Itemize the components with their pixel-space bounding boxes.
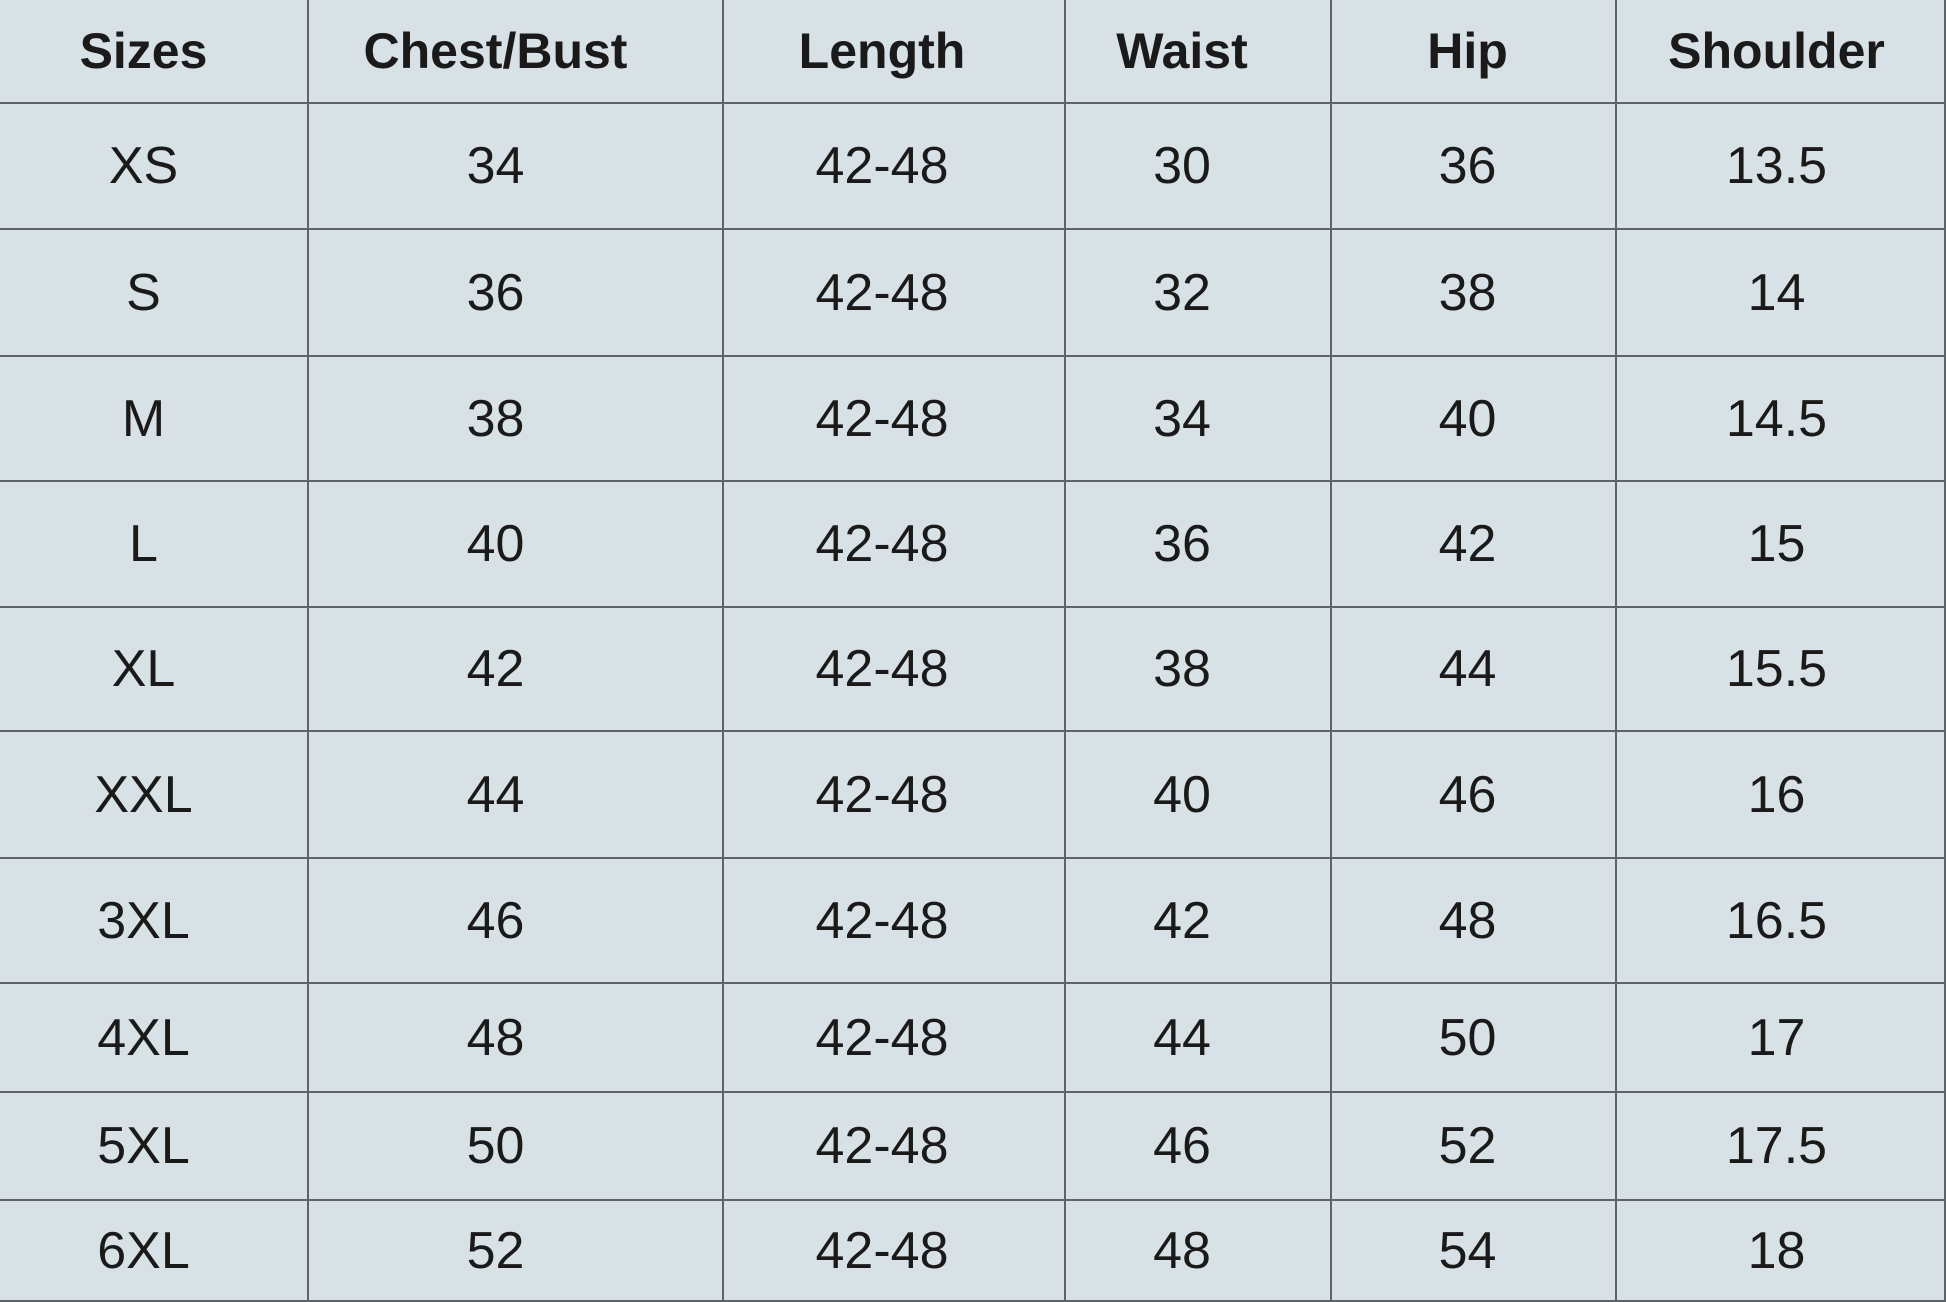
measure-cell: 13.5 <box>1617 104 1946 230</box>
measure-cell: 48 <box>1332 859 1617 984</box>
measure-cell: 42 <box>309 608 724 732</box>
measure-cell: 34 <box>1066 357 1332 482</box>
measure-cell: 34 <box>309 104 724 230</box>
measure-cell: 46 <box>1066 1093 1332 1201</box>
measure-cell: 44 <box>1332 608 1617 732</box>
size-cell: XS <box>0 104 309 230</box>
measure-cell: 44 <box>309 732 724 859</box>
size-cell: 4XL <box>0 984 309 1093</box>
measure-cell: 54 <box>1332 1201 1617 1302</box>
measure-cell: 42-48 <box>724 357 1066 482</box>
measure-cell: 42-48 <box>724 608 1066 732</box>
size-cell: S <box>0 230 309 357</box>
measure-cell: 52 <box>309 1201 724 1302</box>
measure-cell: 42 <box>1332 482 1617 608</box>
measure-cell: 48 <box>1066 1201 1332 1302</box>
measure-cell: 42-48 <box>724 984 1066 1093</box>
measure-cell: 48 <box>309 984 724 1093</box>
measure-cell: 40 <box>309 482 724 608</box>
measure-cell: 30 <box>1066 104 1332 230</box>
size-cell: XXL <box>0 732 309 859</box>
measure-cell: 50 <box>309 1093 724 1201</box>
measure-cell: 36 <box>1332 104 1617 230</box>
size-cell: 5XL <box>0 1093 309 1201</box>
header-cell: Hip <box>1332 0 1617 104</box>
header-cell: Length <box>724 0 1066 104</box>
measure-cell: 50 <box>1332 984 1617 1093</box>
measure-cell: 17.5 <box>1617 1093 1946 1201</box>
measure-cell: 42-48 <box>724 104 1066 230</box>
measure-cell: 16.5 <box>1617 859 1946 984</box>
measure-cell: 42-48 <box>724 859 1066 984</box>
measure-cell: 18 <box>1617 1201 1946 1302</box>
measure-cell: 42-48 <box>724 1093 1066 1201</box>
size-cell: M <box>0 357 309 482</box>
measure-cell: 36 <box>1066 482 1332 608</box>
measure-cell: 42 <box>1066 859 1332 984</box>
measure-cell: 38 <box>1066 608 1332 732</box>
measure-cell: 46 <box>1332 732 1617 859</box>
measure-cell: 52 <box>1332 1093 1617 1201</box>
size-cell: XL <box>0 608 309 732</box>
header-cell: Waist <box>1066 0 1332 104</box>
measure-cell: 15.5 <box>1617 608 1946 732</box>
measure-cell: 46 <box>309 859 724 984</box>
measure-cell: 36 <box>309 230 724 357</box>
header-cell: Sizes <box>0 0 309 104</box>
size-cell: L <box>0 482 309 608</box>
measure-cell: 42-48 <box>724 230 1066 357</box>
measure-cell: 14 <box>1617 230 1946 357</box>
measure-cell: 32 <box>1066 230 1332 357</box>
measure-cell: 38 <box>309 357 724 482</box>
measure-cell: 42-48 <box>724 732 1066 859</box>
size-cell: 3XL <box>0 859 309 984</box>
size-cell: 6XL <box>0 1201 309 1302</box>
measure-cell: 16 <box>1617 732 1946 859</box>
measure-cell: 14.5 <box>1617 357 1946 482</box>
measure-cell: 40 <box>1066 732 1332 859</box>
header-cell: Chest/Bust <box>309 0 724 104</box>
measure-cell: 44 <box>1066 984 1332 1093</box>
measure-cell: 15 <box>1617 482 1946 608</box>
measure-cell: 38 <box>1332 230 1617 357</box>
measure-cell: 40 <box>1332 357 1617 482</box>
measure-cell: 42-48 <box>724 1201 1066 1302</box>
header-cell: Shoulder <box>1617 0 1946 104</box>
measure-cell: 42-48 <box>724 482 1066 608</box>
measure-cell: 17 <box>1617 984 1946 1093</box>
